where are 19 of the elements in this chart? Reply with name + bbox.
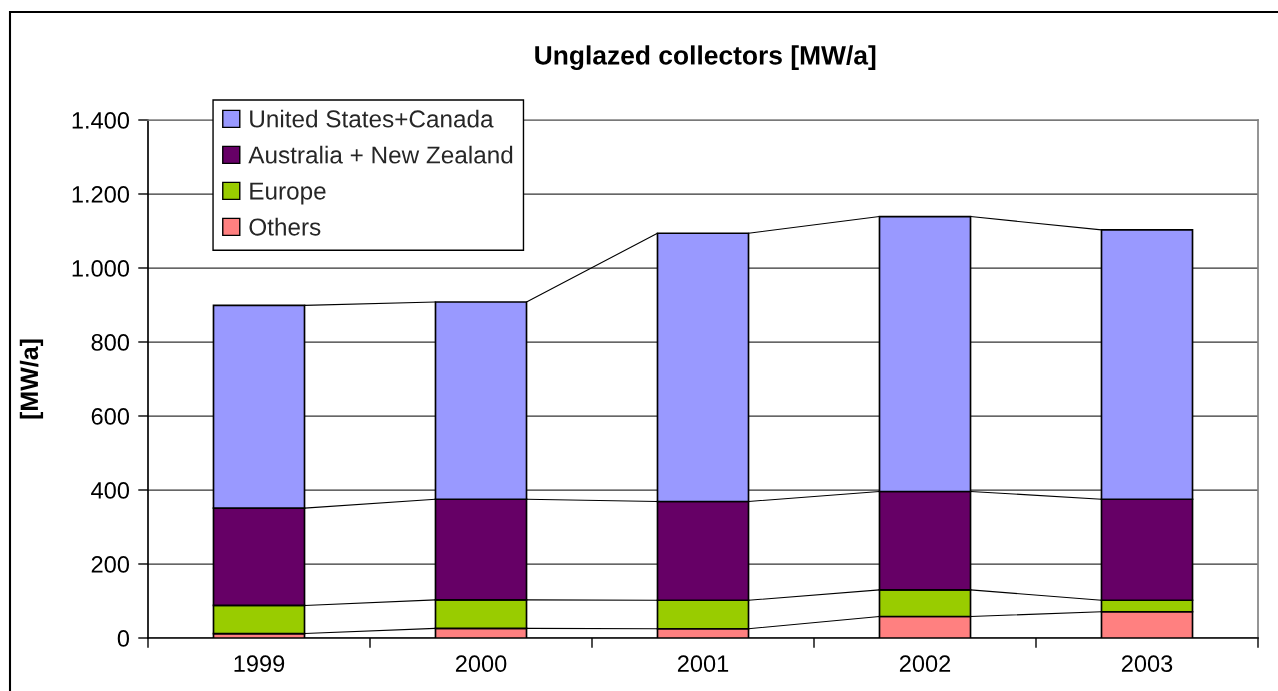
x-tick-label: 1999 bbox=[234, 655, 285, 673]
y-tick-label: 200 bbox=[91, 556, 130, 573]
legend-label: Australia + New Zealand bbox=[248, 145, 513, 164]
chart-title: Unglazed collectors [MW/a] bbox=[535, 45, 876, 71]
legend-label: Others bbox=[249, 217, 321, 236]
x-tick-label: 2001 bbox=[677, 655, 729, 673]
legend-label: Europe bbox=[250, 182, 326, 205]
y-tick-label: 400 bbox=[91, 482, 130, 499]
x-tick-label: 2003 bbox=[1121, 655, 1173, 673]
y-tick-label: 0 bbox=[117, 630, 130, 647]
x-tick-label: 2002 bbox=[899, 655, 951, 673]
x-tick-label: 2000 bbox=[455, 655, 507, 673]
y-tick-label: 1.200 bbox=[72, 186, 130, 203]
legend-label: United States+Canada bbox=[250, 109, 494, 128]
y-tick-label: 1.400 bbox=[72, 112, 130, 129]
y-axis-title: [MW/a] bbox=[19, 339, 44, 419]
y-tick-label: 1.000 bbox=[72, 260, 130, 277]
y-tick-label: 800 bbox=[91, 334, 130, 351]
y-tick-label: 600 bbox=[91, 408, 130, 425]
